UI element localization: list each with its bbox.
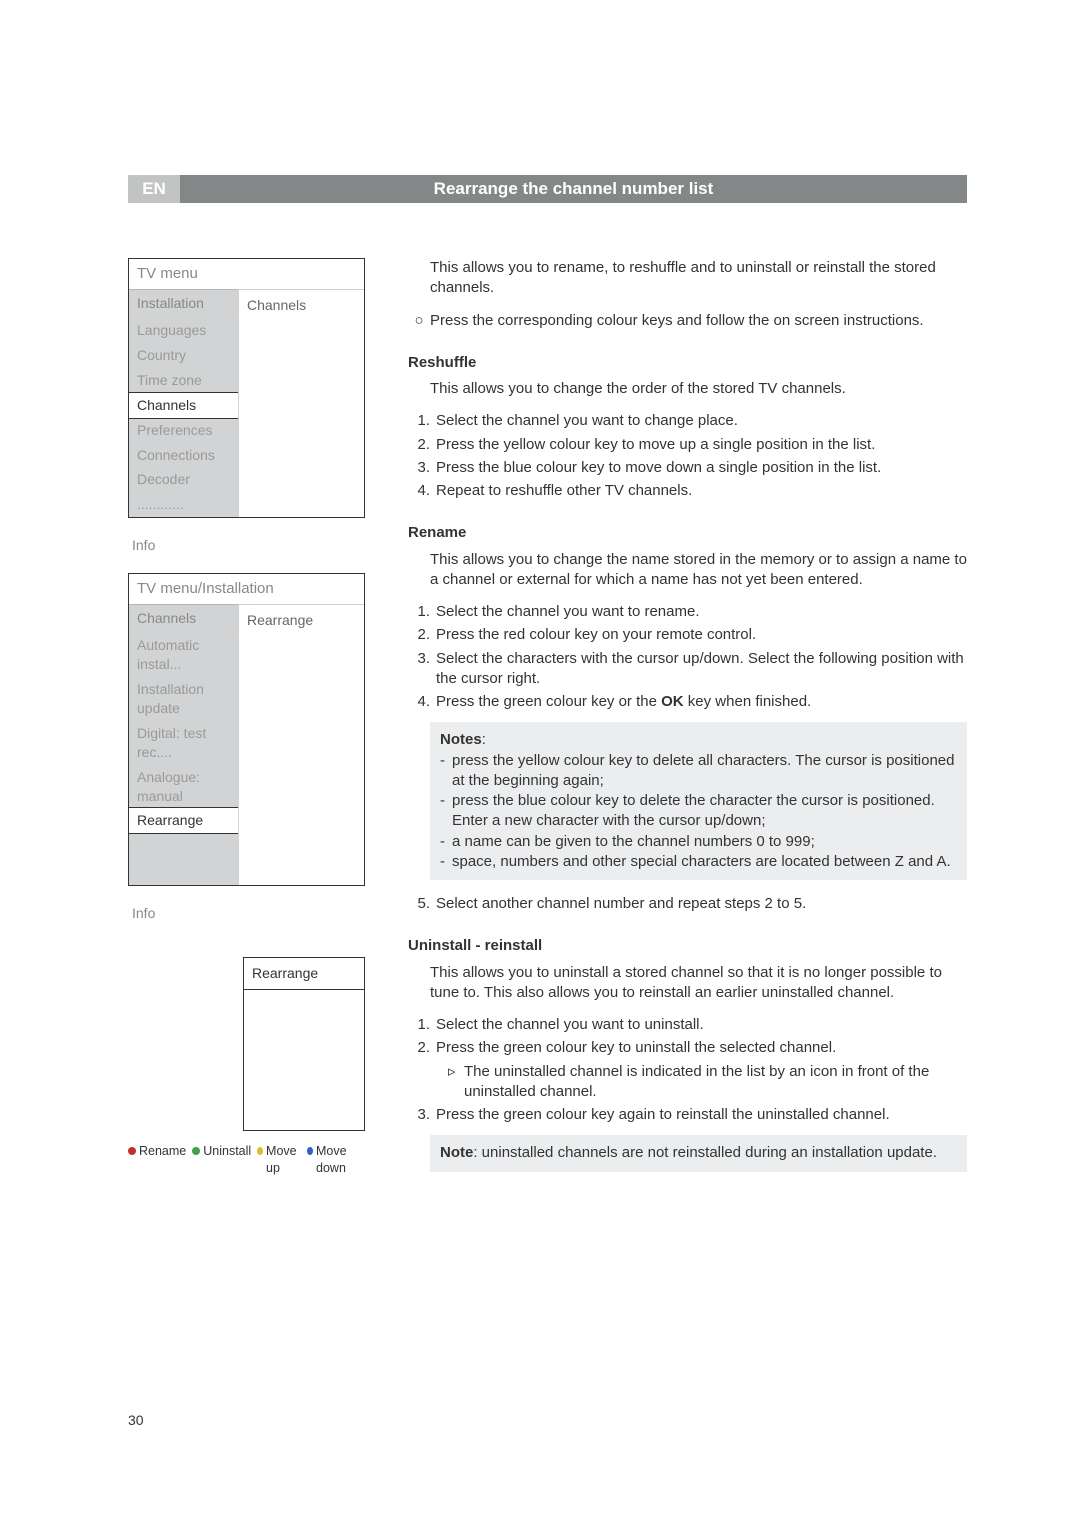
section-heading-rename: Rename (408, 523, 967, 543)
intro-step: ○Press the corresponding colour keys and… (408, 311, 967, 331)
dot-icon (128, 1147, 136, 1155)
dot-icon (307, 1147, 313, 1155)
list-item: 1.Select the channel you want to rename. (408, 602, 967, 622)
page-number: 30 (128, 1411, 144, 1430)
uninstall-intro: This allows you to uninstall a stored ch… (408, 963, 967, 1004)
note-item: a name can be given to the channel numbe… (452, 832, 815, 852)
menu-right-panel: Channels (238, 289, 364, 517)
menu-item[interactable]: Languages (129, 318, 238, 343)
menu-breadcrumb: Channels (129, 605, 238, 633)
menu-item[interactable]: Analogue: manual (129, 765, 238, 809)
menu-footer: Info (128, 528, 363, 569)
note-item: press the yellow colour key to delete al… (452, 751, 957, 792)
list-item: 1.Select the channel you want to change … (408, 411, 967, 431)
list-sub-item: ▹The uninstalled channel is indicated in… (408, 1062, 967, 1103)
list-item: 2.Press the yellow colour key to move up… (408, 435, 967, 455)
menu-left-panel: Channels Automatic instal...Installation… (129, 604, 238, 885)
red-button-label: Rename (128, 1143, 186, 1177)
menu-breadcrumb: Installation (129, 290, 238, 318)
menu-item[interactable]: Connections (129, 443, 238, 468)
menu-item[interactable]: Preferences (129, 418, 238, 443)
intro-text: This allows you to rename, to reshuffle … (408, 258, 967, 299)
page-header: EN Rearrange the channel number list (128, 175, 967, 203)
menu-item[interactable]: ............ (129, 492, 238, 517)
note-item: press the blue colour key to delete the … (452, 791, 957, 832)
yellow-button-label: Move up (257, 1143, 301, 1177)
menu-item[interactable]: Digital: test rec.... (129, 721, 238, 765)
note-box: Note: uninstalled channels are not reins… (430, 1135, 967, 1171)
menu-title: TV menu (129, 259, 364, 289)
menu-right-panel: Rearrange (238, 604, 364, 885)
dot-icon (257, 1147, 263, 1155)
section-heading-reshuffle: Reshuffle (408, 353, 967, 373)
menu-item[interactable]: Decoder (129, 467, 238, 492)
blue-button-label: Move down (307, 1143, 363, 1177)
notes-label: Notes (440, 731, 482, 748)
list-item: 3.Select the characters with the cursor … (408, 649, 967, 690)
menu-item[interactable]: Country (129, 343, 238, 368)
list-item: 4.Press the green colour key or the OK k… (408, 692, 967, 712)
menu-item[interactable]: Automatic instal... (129, 633, 238, 677)
list-item: 4.Repeat to reshuffle other TV channels. (408, 481, 967, 501)
notes-box: Notes: -press the yellow colour key to d… (430, 722, 967, 880)
list-item: 1.Select the channel you want to uninsta… (408, 1015, 967, 1035)
list-item: 2.Press the red colour key on your remot… (408, 625, 967, 645)
menu-left-panel: Installation LanguagesCountryTime zoneCh… (129, 289, 238, 517)
menu-title: TV menu/Installation (129, 574, 364, 604)
page-title: Rearrange the channel number list (180, 175, 967, 203)
section-heading-uninstall: Uninstall - reinstall (408, 936, 967, 956)
menu-box-tv: TV menu Installation LanguagesCountryTim… (128, 258, 363, 569)
rearrange-box-title: Rearrange (244, 958, 364, 990)
list-item: 3.Press the green colour key again to re… (408, 1105, 967, 1125)
list-item: 5.Select another channel number and repe… (408, 894, 967, 914)
color-button-legend: Rename Uninstall Move up Move down (128, 1143, 363, 1177)
rearrange-preview-box: Rearrange (243, 957, 365, 1131)
green-button-label: Uninstall (192, 1143, 251, 1177)
menu-item[interactable]: Installation update (129, 677, 238, 721)
list-item: 2.Press the green colour key to uninstal… (408, 1038, 967, 1058)
reshuffle-intro: This allows you to change the order of t… (408, 379, 967, 399)
menu-box-installation: TV menu/Installation Channels Automatic … (128, 573, 363, 937)
menu-item[interactable]: Rearrange (128, 807, 239, 834)
dot-icon (192, 1147, 200, 1155)
rename-intro: This allows you to change the name store… (408, 550, 967, 591)
note-item: space, numbers and other special charact… (452, 852, 951, 872)
list-item: 3.Press the blue colour key to move down… (408, 458, 967, 478)
menu-item[interactable]: Time zone (129, 368, 238, 393)
menu-footer: Info (128, 896, 363, 937)
menu-item[interactable]: Channels (128, 392, 239, 419)
language-badge: EN (128, 175, 180, 203)
